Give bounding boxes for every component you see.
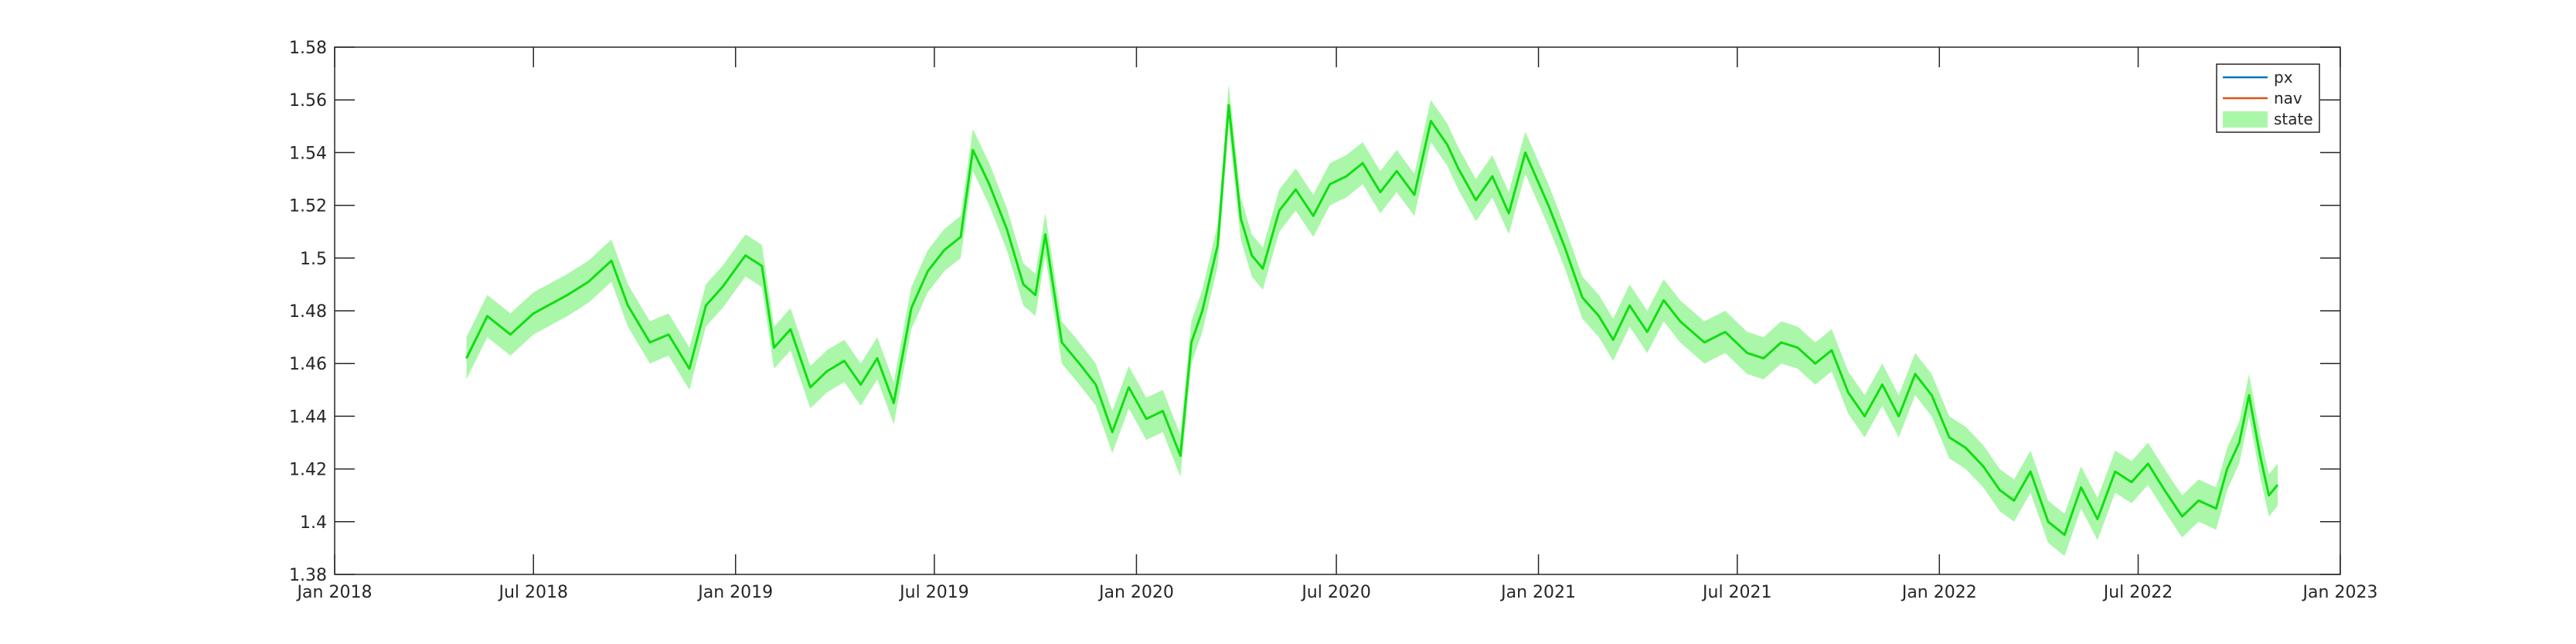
y-tick-label: 1.48 <box>289 302 327 322</box>
x-tick-label: Jan 2020 <box>1097 583 1174 602</box>
axes: 1.38 1.4 1.42 1.44 1.46 1.48 1.5 1.52 1.54 1.56 1.… <box>289 39 2377 602</box>
y-tick-label: 1.5 <box>300 250 327 269</box>
x-tick-label: Jul 2022 <box>2102 583 2173 602</box>
legend-state-swatch <box>2223 111 2268 128</box>
y-tick-label: 1.4 <box>300 513 327 533</box>
y-tick-label: 1.46 <box>289 355 327 374</box>
x-tick-label: Jan 2021 <box>1499 583 1576 602</box>
legend-state-label: state <box>2274 110 2313 128</box>
x-tick-label: Jan 2018 <box>296 583 373 602</box>
y-tick-label: 1.56 <box>289 91 327 111</box>
series-line-state <box>465 104 2279 537</box>
y-tick-label: 1.54 <box>289 144 327 163</box>
x-tick-label: Jul 2018 <box>497 583 568 602</box>
legend-nav-label: nav <box>2274 89 2302 107</box>
legend: px nav state <box>2216 63 2320 133</box>
y-tick-label: 1.58 <box>289 39 327 58</box>
legend-px-label: px <box>2274 68 2293 87</box>
x-tick-label: Jul 2021 <box>1701 583 1772 602</box>
y-tick-label: 1.52 <box>289 197 327 216</box>
x-tick-label: Jan 2023 <box>2302 583 2378 602</box>
y-tick-label: 1.44 <box>289 407 327 427</box>
y-tick-label: 1.38 <box>289 566 327 585</box>
state-line-layer <box>465 104 2279 537</box>
x-tick-label: Jan 2022 <box>1901 583 1977 602</box>
x-tick-label: Jul 2019 <box>898 583 969 602</box>
x-tick-label: Jan 2019 <box>696 583 773 602</box>
y-tick-label: 1.42 <box>289 461 327 480</box>
x-tick-label: Jul 2020 <box>1300 583 1371 602</box>
